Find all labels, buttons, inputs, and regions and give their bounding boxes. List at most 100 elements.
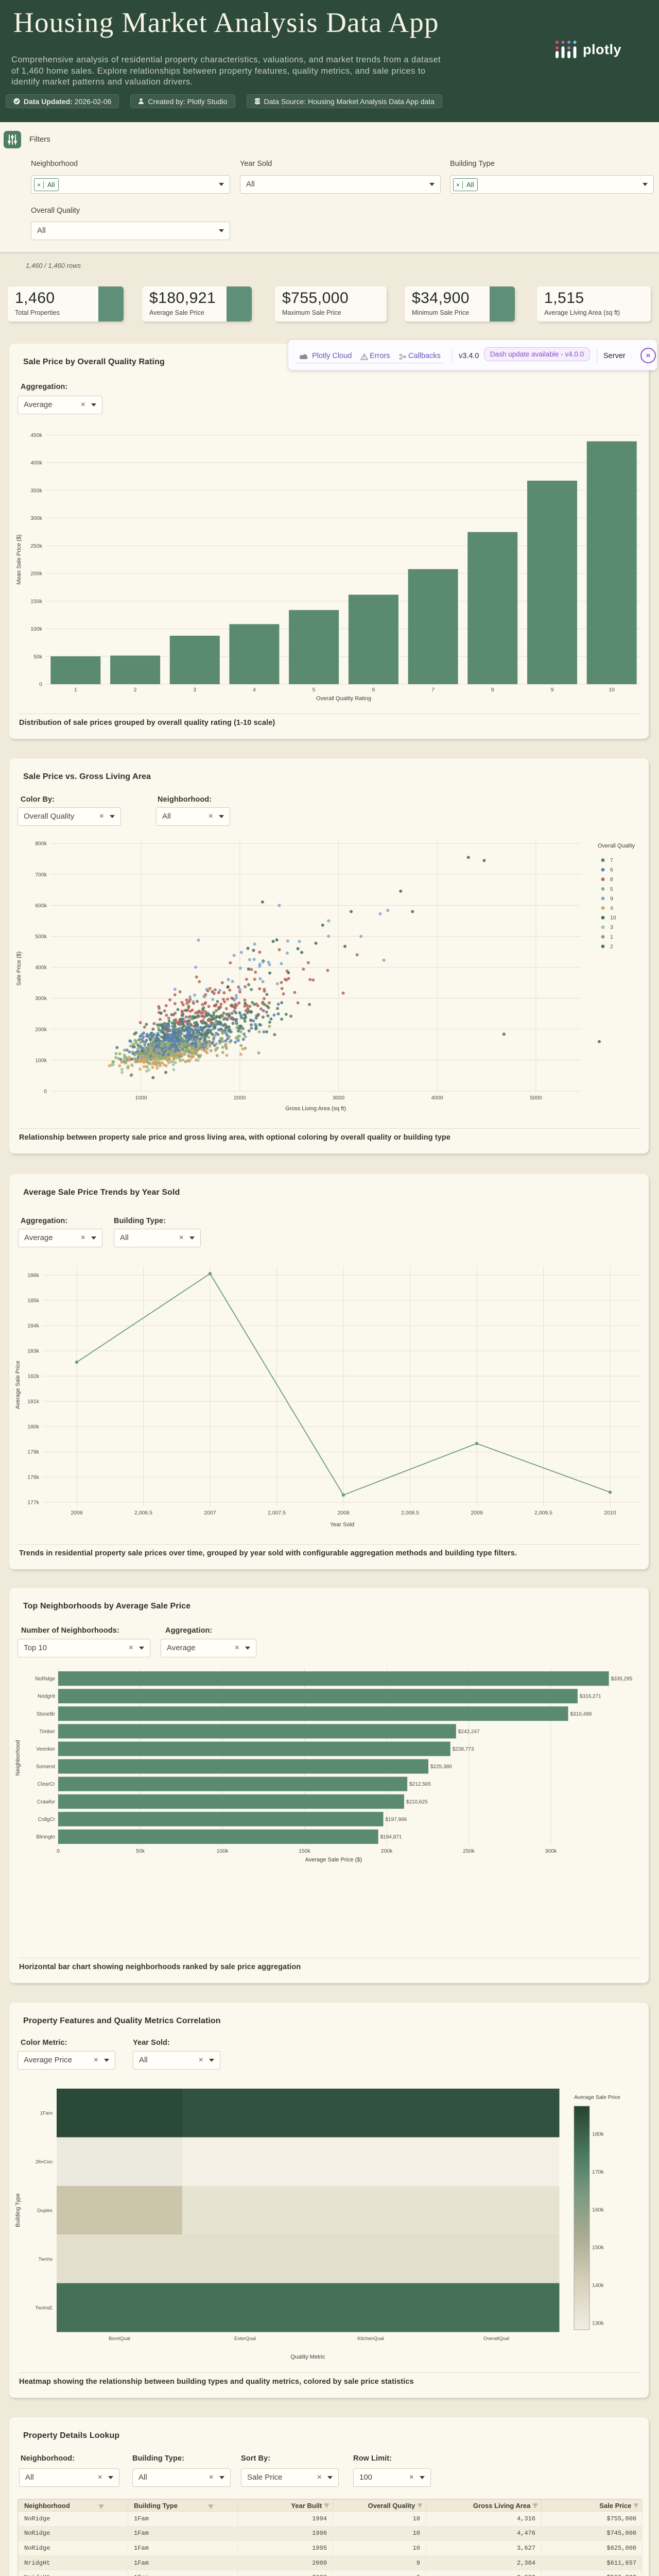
svg-text:Overall Quality: Overall Quality bbox=[598, 843, 635, 849]
svg-text:5: 5 bbox=[313, 687, 316, 693]
svg-text:3: 3 bbox=[610, 924, 613, 930]
svg-text:7: 7 bbox=[431, 687, 435, 693]
svg-text:CollgCr: CollgCr bbox=[38, 1817, 56, 1822]
svg-text:700k: 700k bbox=[35, 872, 47, 878]
svg-text:5000: 5000 bbox=[530, 1095, 542, 1101]
svg-text:300k: 300k bbox=[545, 1848, 558, 1854]
svg-text:400k: 400k bbox=[30, 460, 43, 466]
svg-text:2008: 2008 bbox=[337, 1510, 350, 1516]
svg-text:6: 6 bbox=[610, 867, 613, 873]
svg-text:Duplex: Duplex bbox=[37, 2208, 53, 2214]
svg-text:4000: 4000 bbox=[431, 1095, 444, 1101]
svg-text:150k: 150k bbox=[30, 598, 43, 604]
svg-text:Blmngtn: Blmngtn bbox=[36, 1835, 55, 1840]
svg-text:200k: 200k bbox=[30, 571, 43, 577]
svg-text:2006: 2006 bbox=[71, 1510, 83, 1516]
svg-text:6: 6 bbox=[372, 687, 375, 693]
svg-text:Year Sold: Year Sold bbox=[330, 1521, 354, 1528]
svg-text:184k: 184k bbox=[27, 1323, 40, 1329]
svg-text:2,009.5: 2,009.5 bbox=[534, 1510, 552, 1516]
svg-text:10: 10 bbox=[610, 915, 616, 921]
svg-text:2: 2 bbox=[610, 943, 613, 950]
svg-text:$335,295: $335,295 bbox=[611, 1676, 633, 1682]
svg-text:186k: 186k bbox=[27, 1273, 40, 1279]
svg-text:plotly: plotly bbox=[583, 42, 621, 57]
svg-text:180k: 180k bbox=[592, 2131, 604, 2138]
svg-text:100k: 100k bbox=[30, 626, 43, 632]
svg-text:Building Type: Building Type bbox=[15, 2193, 21, 2227]
svg-text:2009: 2009 bbox=[471, 1510, 483, 1516]
svg-text:250k: 250k bbox=[463, 1848, 475, 1854]
svg-text:400k: 400k bbox=[35, 964, 47, 971]
svg-text:$210,625: $210,625 bbox=[406, 1799, 428, 1805]
svg-text:50k: 50k bbox=[33, 654, 43, 660]
svg-text:200k: 200k bbox=[35, 1026, 47, 1032]
svg-text:1: 1 bbox=[74, 687, 77, 693]
svg-text:$316,271: $316,271 bbox=[580, 1694, 601, 1700]
svg-text:Twnhs: Twnhs bbox=[39, 2257, 53, 2262]
svg-text:OverallQual: OverallQual bbox=[483, 2336, 509, 2342]
svg-text:183k: 183k bbox=[27, 1348, 40, 1354]
svg-text:600k: 600k bbox=[35, 903, 47, 909]
svg-text:5: 5 bbox=[610, 886, 613, 892]
svg-text:182k: 182k bbox=[27, 1374, 40, 1380]
svg-text:ClearCr: ClearCr bbox=[38, 1782, 56, 1787]
svg-text:NridgHt: NridgHt bbox=[38, 1694, 55, 1700]
svg-text:Average Sale Price: Average Sale Price bbox=[574, 2094, 620, 2100]
svg-text:2000: 2000 bbox=[234, 1095, 246, 1101]
svg-text:150k: 150k bbox=[592, 2245, 604, 2251]
svg-text:140k: 140k bbox=[592, 2282, 604, 2289]
svg-text:ExterQual: ExterQual bbox=[234, 2336, 256, 2342]
svg-text:100k: 100k bbox=[35, 1057, 47, 1063]
svg-text:2fmCon: 2fmCon bbox=[36, 2159, 53, 2165]
svg-text:3: 3 bbox=[193, 687, 196, 693]
svg-text:1: 1 bbox=[610, 934, 613, 940]
svg-text:10: 10 bbox=[609, 687, 615, 693]
svg-text:BsmtQual: BsmtQual bbox=[109, 2336, 130, 2342]
svg-text:350k: 350k bbox=[30, 487, 43, 494]
svg-text:100k: 100k bbox=[217, 1848, 229, 1854]
svg-text:$197,966: $197,966 bbox=[386, 1817, 407, 1822]
svg-text:177k: 177k bbox=[27, 1500, 40, 1506]
svg-text:Quality Metric: Quality Metric bbox=[290, 2354, 325, 2360]
svg-text:0: 0 bbox=[39, 682, 42, 688]
svg-text:Sale Price ($): Sale Price ($) bbox=[16, 952, 22, 986]
svg-text:StoneBr: StoneBr bbox=[37, 1711, 56, 1717]
svg-text:$310,499: $310,499 bbox=[570, 1711, 592, 1717]
svg-text:Gross Living Area (sq ft): Gross Living Area (sq ft) bbox=[285, 1106, 346, 1112]
svg-text:181k: 181k bbox=[27, 1399, 40, 1405]
svg-text:500k: 500k bbox=[35, 934, 47, 940]
svg-text:Neighborhood: Neighborhood bbox=[15, 1740, 21, 1775]
svg-text:Overall Quality Rating: Overall Quality Rating bbox=[316, 696, 371, 702]
svg-text:200k: 200k bbox=[381, 1848, 393, 1854]
svg-text:50k: 50k bbox=[136, 1848, 145, 1854]
svg-text:180k: 180k bbox=[27, 1424, 40, 1430]
svg-text:185k: 185k bbox=[27, 1298, 40, 1304]
svg-text:Timber: Timber bbox=[39, 1729, 55, 1735]
svg-text:178k: 178k bbox=[27, 1475, 40, 1481]
svg-text:2: 2 bbox=[134, 687, 137, 693]
svg-text:2,006.5: 2,006.5 bbox=[134, 1510, 152, 1516]
svg-text:NoRidge: NoRidge bbox=[35, 1676, 55, 1682]
svg-text:1Fam: 1Fam bbox=[40, 2111, 53, 2116]
svg-text:8: 8 bbox=[610, 876, 613, 883]
svg-text:150k: 150k bbox=[299, 1848, 311, 1854]
svg-text:Somerst: Somerst bbox=[36, 1764, 55, 1770]
svg-text:KitchenQual: KitchenQual bbox=[357, 2336, 384, 2342]
svg-text:2,008.5: 2,008.5 bbox=[401, 1510, 419, 1516]
svg-text:9: 9 bbox=[551, 687, 554, 693]
svg-text:$238,773: $238,773 bbox=[453, 1747, 474, 1752]
svg-text:Veenker: Veenker bbox=[36, 1747, 55, 1752]
svg-text:4: 4 bbox=[253, 687, 256, 693]
svg-text:3000: 3000 bbox=[333, 1095, 345, 1101]
svg-text:$212,565: $212,565 bbox=[409, 1782, 431, 1787]
svg-text:$242,247: $242,247 bbox=[458, 1729, 480, 1735]
svg-text:179k: 179k bbox=[27, 1449, 40, 1455]
svg-text:Crawfor: Crawfor bbox=[37, 1799, 56, 1805]
svg-text:1000: 1000 bbox=[135, 1095, 147, 1101]
svg-text:800k: 800k bbox=[35, 841, 47, 847]
svg-text:2,007.5: 2,007.5 bbox=[268, 1510, 286, 1516]
svg-text:130k: 130k bbox=[592, 2320, 604, 2327]
svg-text:170k: 170k bbox=[592, 2169, 604, 2175]
svg-text:160k: 160k bbox=[592, 2207, 604, 2213]
